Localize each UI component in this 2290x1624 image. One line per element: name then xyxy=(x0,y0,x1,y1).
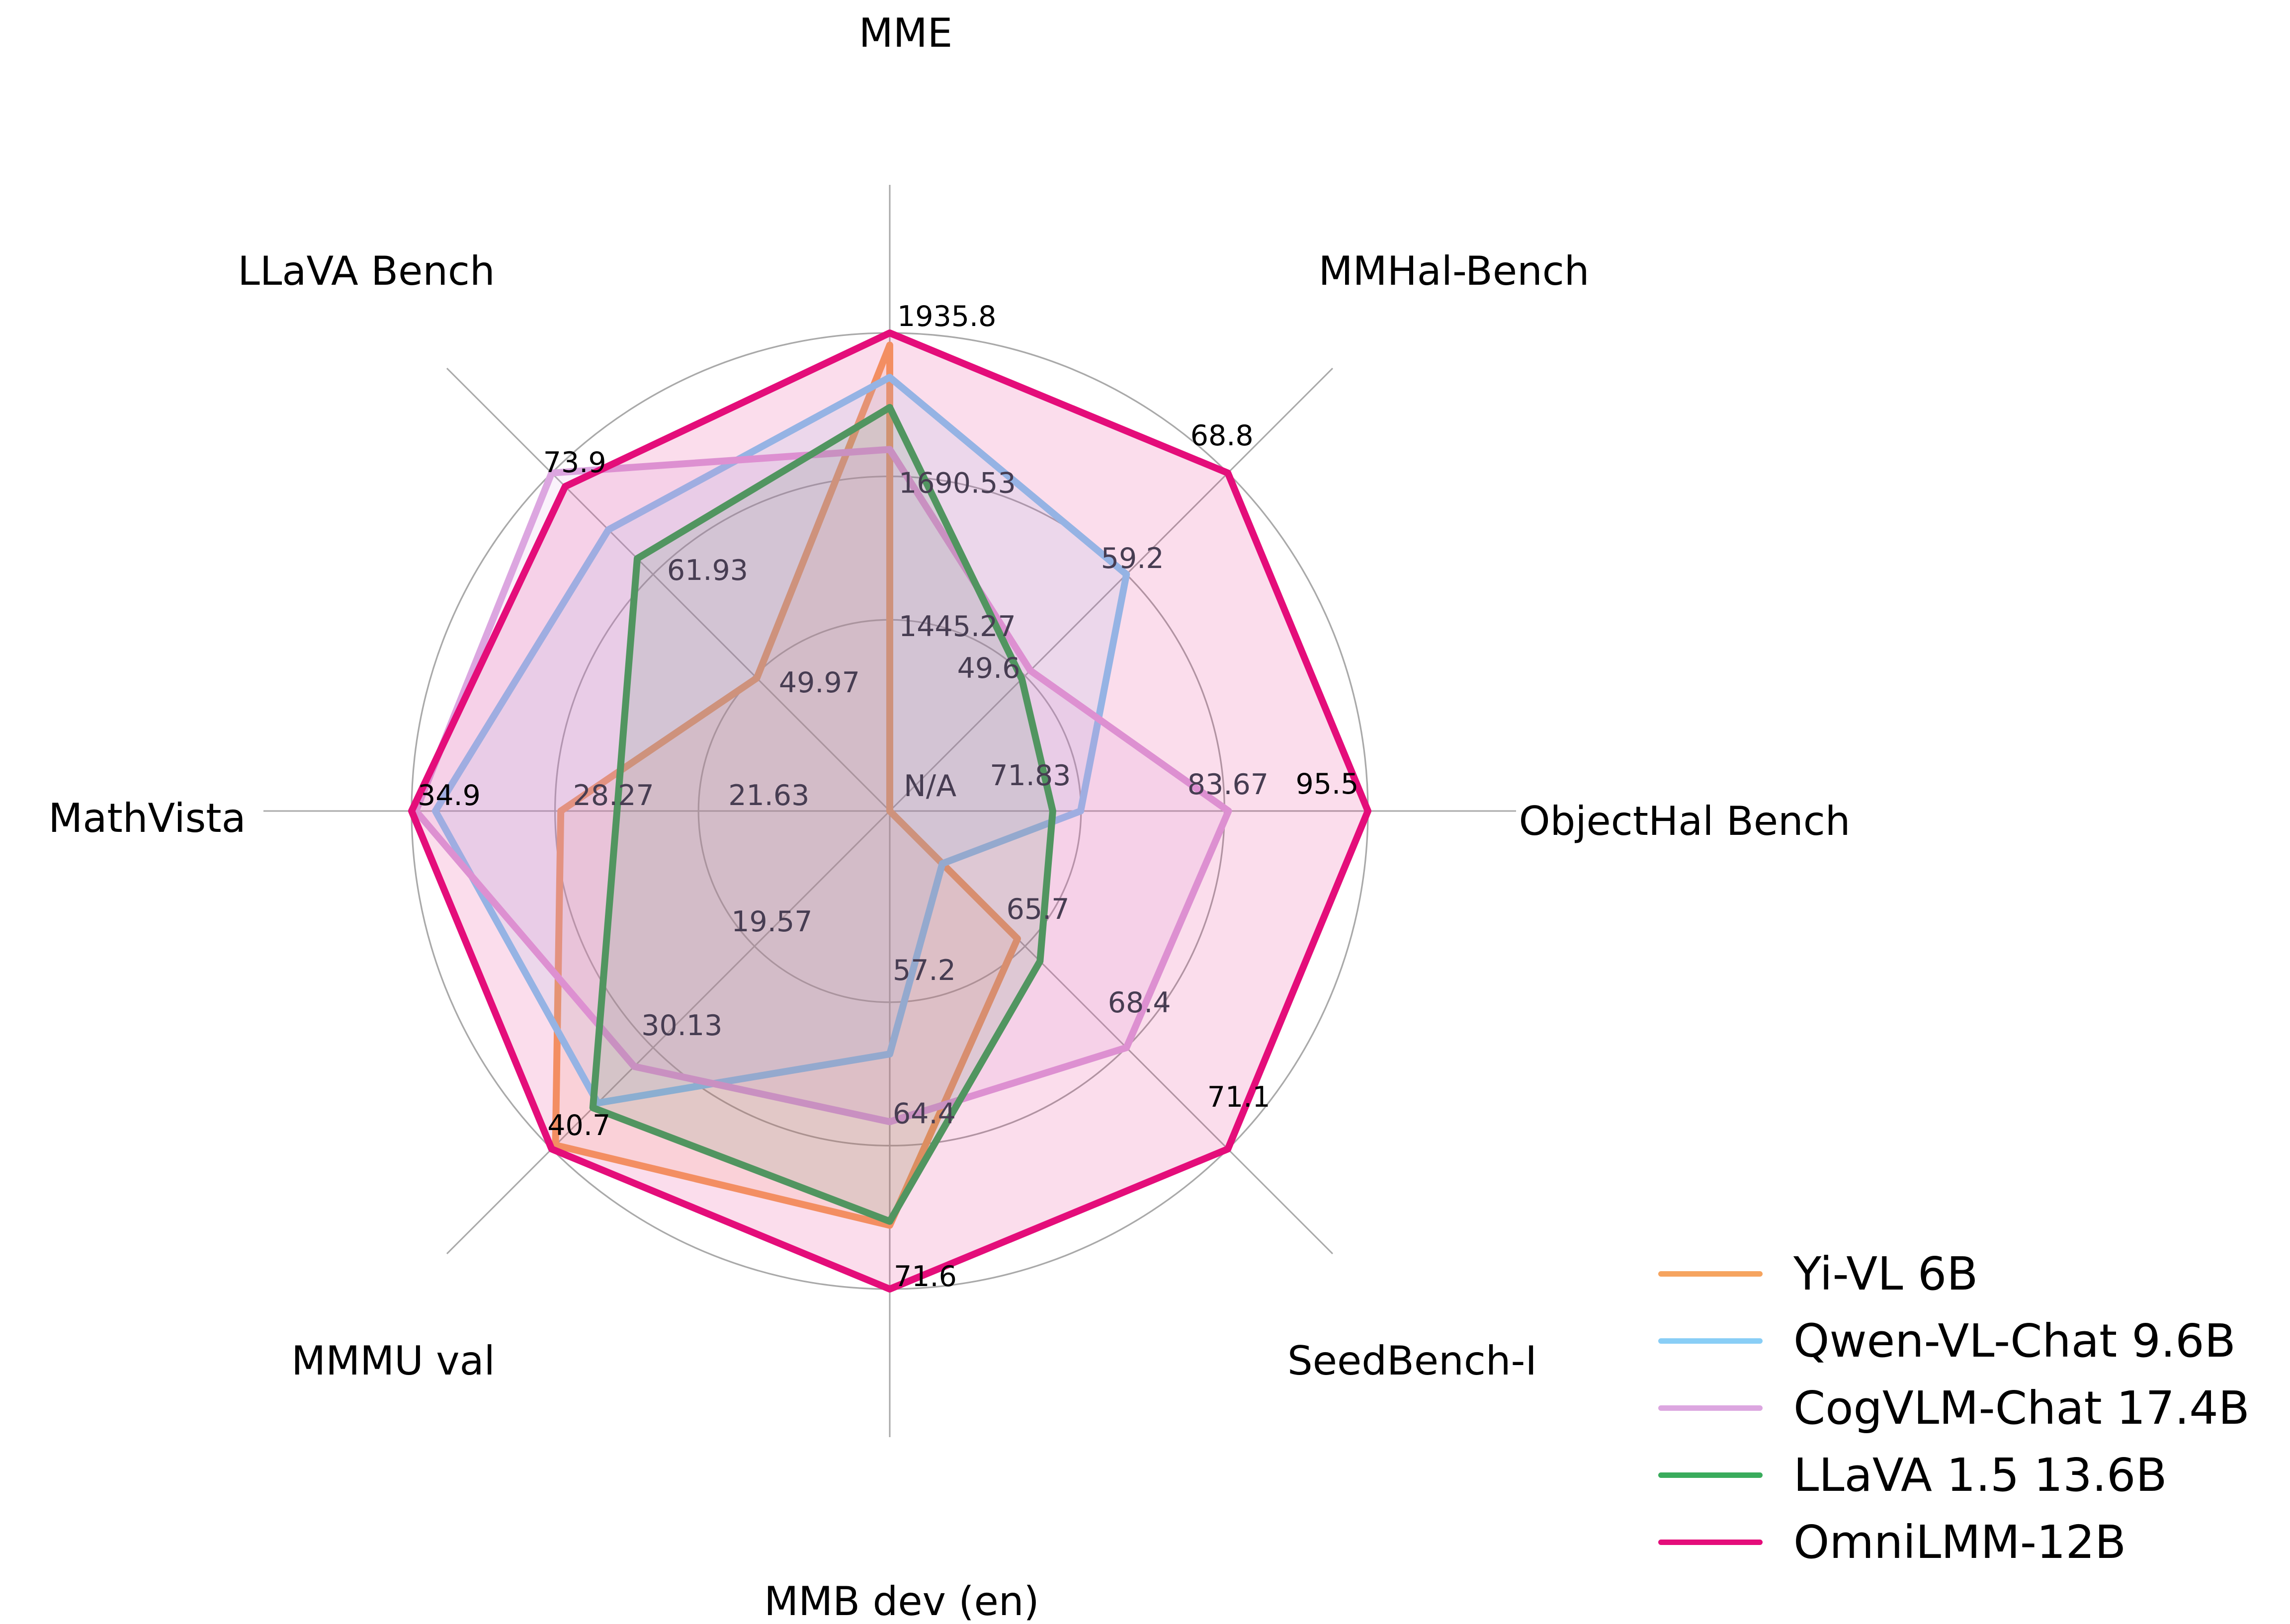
axis-title: MME xyxy=(859,10,953,56)
axis-title: MathVista xyxy=(48,795,246,841)
tick-label: 64.4 xyxy=(893,1097,956,1130)
tick-label: 30.13 xyxy=(641,1009,722,1042)
tick-label: 61.93 xyxy=(667,554,748,587)
tick-label: 19.57 xyxy=(731,905,812,938)
legend-item: Yi-VL 6B xyxy=(1658,1240,2250,1307)
tick-label: 83.67 xyxy=(1187,768,1269,801)
tick-label: 59.2 xyxy=(1101,542,1164,575)
tick-label: 1445.27 xyxy=(899,610,1016,643)
legend-label: LLaVA 1.5 13.6B xyxy=(1793,1448,2167,1502)
tick-label: 73.9 xyxy=(543,446,606,479)
legend-item: CogVLM-Chat 17.4B xyxy=(1658,1375,2250,1442)
axis-spoke xyxy=(446,810,891,1255)
tick-label: 68.8 xyxy=(1190,419,1254,452)
legend-item: OmniLMM-12B xyxy=(1658,1509,2250,1576)
chart-legend: Yi-VL 6B Qwen-VL-Chat 9.6B CogVLM-Chat 17.… xyxy=(1658,1240,2250,1576)
axis-title: SeedBench-I xyxy=(1287,1338,1537,1384)
legend-swatch xyxy=(1658,1472,1763,1478)
tick-label: 34.9 xyxy=(418,779,481,812)
legend-label: CogVLM-Chat 17.4B xyxy=(1793,1381,2250,1435)
tick-label: 28.27 xyxy=(573,779,654,812)
legend-swatch xyxy=(1658,1405,1763,1411)
legend-label: Qwen-VL-Chat 9.6B xyxy=(1793,1314,2236,1368)
axis-title: ObjectHal Bench xyxy=(1519,798,1851,844)
axis-title: MMB dev (en) xyxy=(764,1578,1039,1622)
series-polygon-4 xyxy=(589,404,1056,1225)
legend-item: LLaVA 1.5 13.6B xyxy=(1658,1442,2250,1509)
tick-label: 1935.8 xyxy=(897,300,996,333)
axis-title: MMMU val xyxy=(291,1338,495,1384)
legend-item: Qwen-VL-Chat 9.6B xyxy=(1658,1307,2250,1375)
legend-label: OmniLMM-12B xyxy=(1793,1515,2126,1569)
axis-spoke xyxy=(889,367,1334,812)
series-polygon-3 xyxy=(412,446,1232,1126)
tick-label: 71.6 xyxy=(894,1260,957,1293)
tick-label: 40.7 xyxy=(547,1109,610,1142)
tick-label: 71.83 xyxy=(990,759,1071,792)
tick-label: 71.1 xyxy=(1207,1081,1271,1114)
tick-label: 68.4 xyxy=(1108,986,1171,1019)
legend-swatch xyxy=(1658,1338,1763,1344)
series-polygon-5 xyxy=(408,329,1371,1293)
legend-swatch xyxy=(1658,1271,1763,1277)
tick-label: 21.63 xyxy=(728,779,809,812)
tick-label: 95.5 xyxy=(1296,768,1359,801)
center-na-label: N/A xyxy=(904,769,956,804)
axis-title: LLaVA Bench xyxy=(238,248,495,294)
tick-label: 1690.53 xyxy=(899,467,1016,500)
legend-swatch xyxy=(1658,1540,1763,1545)
axis-spoke xyxy=(446,367,891,812)
tick-label: 49.6 xyxy=(957,652,1020,685)
tick-label: 49.97 xyxy=(779,666,860,699)
tick-label: 65.7 xyxy=(1007,893,1070,926)
legend-label: Yi-VL 6B xyxy=(1793,1247,1978,1300)
tick-label: 57.2 xyxy=(893,954,956,987)
axis-title: MMHal-Bench xyxy=(1319,248,1590,294)
